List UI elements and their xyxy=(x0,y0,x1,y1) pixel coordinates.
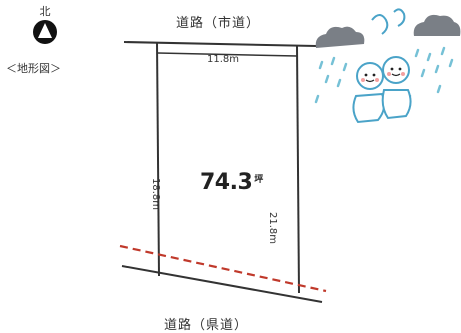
north-label: 北 xyxy=(39,5,51,18)
rain-cloud-icon xyxy=(413,14,461,78)
top-road-edge xyxy=(123,41,317,47)
north-arrow-icon xyxy=(33,20,57,44)
bottom-road-edge xyxy=(121,265,323,303)
front-lot-line xyxy=(157,52,298,57)
lot-area: 74.3 坪 xyxy=(200,170,263,195)
area-unit: 坪 xyxy=(254,175,264,185)
top-road-label: 道路（市道） xyxy=(176,16,261,31)
map-caption: ＜地形図＞ xyxy=(6,62,61,75)
setback-line xyxy=(119,244,327,293)
bottom-road-label: 道路（県道） xyxy=(164,318,249,333)
teru-teru-bozu-icon xyxy=(381,56,412,120)
top-frontage-dimension: 11.8m xyxy=(207,54,240,65)
teru-teru-bozu-icon xyxy=(352,62,386,124)
north-indicator: 北 xyxy=(18,6,72,45)
right-boundary xyxy=(296,45,300,294)
rain-cloud-icon xyxy=(315,26,365,88)
left-boundary xyxy=(156,41,160,277)
area-value: 74.3 xyxy=(200,170,253,195)
